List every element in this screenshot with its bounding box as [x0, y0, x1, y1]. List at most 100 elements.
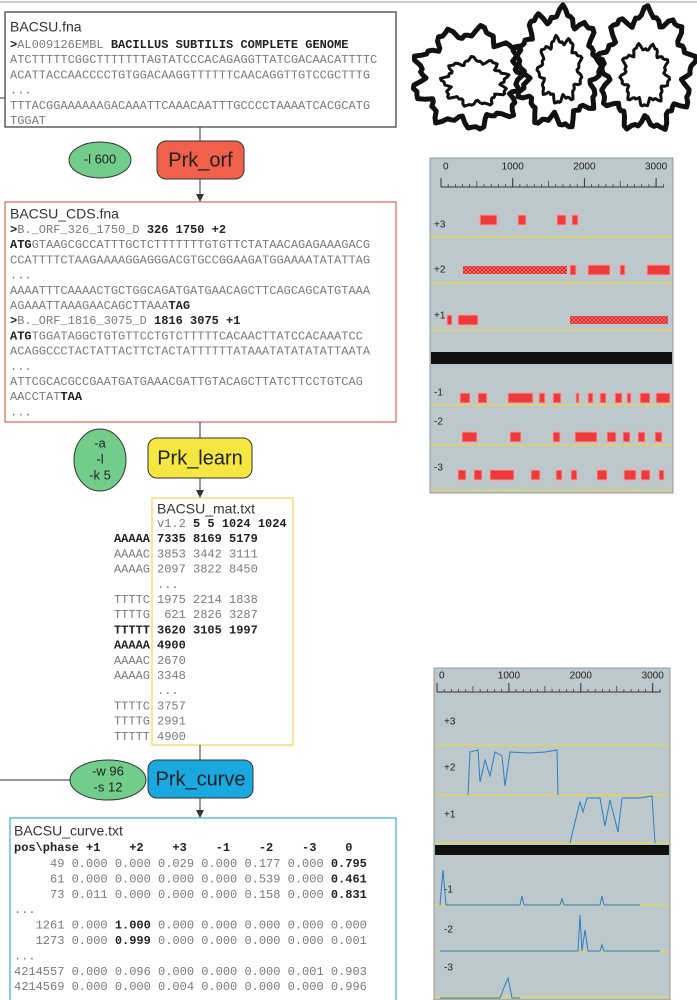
code-line: >B._ORF_1816_3075_D 1816 3075 +1: [10, 314, 240, 328]
text-run: 61 0.000 0.000 0.000 0.000 0.539 0.000: [14, 873, 331, 887]
kmer-key: TTTTG: [114, 715, 150, 729]
orf-mark: [489, 469, 515, 481]
file-title: BACSU_CDS.fna: [10, 206, 119, 222]
text-run: ...: [14, 950, 36, 964]
genome-bar: [435, 845, 669, 855]
frame-label: +1: [444, 810, 456, 821]
text-run: ATCTTTTTCGGCTTTTTTTAGTATCCCACAGAGGTTATCG…: [10, 53, 377, 67]
param: -l 600: [84, 151, 117, 166]
text-run: ...: [14, 903, 36, 917]
ruler-label: 3000: [645, 162, 668, 173]
orf-mark: [570, 469, 578, 481]
kmer-key: TTTTC: [114, 700, 150, 714]
frame-label: +2: [444, 763, 456, 774]
file-box: [9, 817, 397, 1000]
text-run: AAAATTTCAAAACTGCTGGCAGATGATGAACAGCTTCAGC…: [10, 284, 371, 298]
frame-label: -1: [434, 388, 443, 399]
file-title: BACSU_mat.txt: [157, 501, 255, 517]
bold-run: pos\phase +1 +2 +3 -1 -2 -3 0: [14, 841, 352, 855]
orf-mark: [538, 392, 546, 404]
orf-mark: [509, 431, 522, 443]
bold-run: TTTTT: [114, 624, 150, 638]
text-run: AAAAC: [114, 654, 150, 668]
code-line: ...: [10, 269, 32, 283]
frame-label: +1: [434, 311, 446, 322]
text-run: 1261 0.000: [14, 919, 115, 933]
kmer-values: 3757: [157, 700, 186, 714]
bold-run: 0.999: [115, 934, 151, 948]
code-line: AACCTATTAA: [10, 390, 83, 404]
code-line: 61 0.000 0.000 0.000 0.000 0.539 0.000 0…: [14, 873, 367, 887]
kmer-values: 3348: [157, 669, 186, 683]
frame-label: +3: [434, 220, 446, 231]
text-run: TTTTG: [114, 715, 150, 729]
param-oval: [68, 141, 132, 179]
coding-curve: [467, 749, 559, 796]
kmer-values: 7335 8169 5179: [157, 532, 258, 546]
text-run: v1.2: [157, 517, 193, 531]
frame-label: -3: [434, 463, 443, 474]
orf-mark: [446, 314, 453, 326]
code-line: 4214557 0.000 0.096 0.000 0.000 0.000 0.…: [14, 965, 367, 979]
orf-mark: [658, 469, 665, 481]
orf-mark: [619, 264, 626, 276]
program-name: Prk_orf: [168, 149, 233, 171]
text-run: 621 2826 3287: [157, 608, 258, 622]
code-line: ...: [14, 950, 36, 964]
orf-mark: [646, 264, 671, 276]
text-run: ...: [10, 269, 32, 283]
code-line: >AL009126EMBL BACILLUS SUBTILIS COMPLETE…: [10, 38, 348, 52]
orf-mark: [463, 266, 567, 274]
orf-mark: [654, 431, 663, 443]
bold-run: 7335 8169 5179: [157, 532, 258, 546]
text-run: TTTTC: [114, 593, 150, 607]
text-run: 3853 3442 3111: [157, 548, 258, 562]
text-run: ...: [157, 684, 179, 698]
text-run: GTAAGCGCCATTTGCTCTTTTTTTGTGTTCTATAACAGAG…: [32, 238, 370, 252]
chromosome-loop: [439, 55, 511, 108]
text-run: 4214569 0.000 0.000 0.004 0.000 0.000 0.…: [14, 980, 367, 994]
bold-run: 1816 3075 +1: [154, 314, 240, 328]
code-line: TGGAT: [10, 114, 46, 128]
orf-mark: [569, 264, 577, 276]
text-run: 1975 2214 1838: [157, 593, 258, 607]
kmer-key: TTTTG: [114, 608, 150, 622]
file-title: BACSU_curve.txt: [14, 823, 123, 839]
code-line: ATGGTAAGCGCCATTTGCTCTTTTTTTGTGTTCTATAACA…: [10, 238, 370, 252]
text-run: AL009126EMBL: [17, 38, 111, 52]
chromosome-loop: [410, 23, 533, 132]
kmer-values: 3853 3442 3111: [157, 548, 258, 562]
orf-mark: [571, 214, 579, 226]
kmer-key: TTTTT: [114, 624, 150, 638]
bold-run: ATG: [10, 330, 32, 344]
bold-run: AAAAA: [114, 639, 151, 653]
code-line: TTTACGGAAAAAAGACAAATTCAAACAATTTGCCCCTAAA…: [10, 99, 370, 113]
text-run: 3348: [157, 669, 186, 683]
text-run: AAAAG: [114, 669, 150, 683]
text-run: ACAGGCCCTACTATTACTTCTACTATTTTTTATAAATATA…: [10, 345, 371, 359]
orf-mark: [473, 469, 483, 481]
table-header: pos\phase +1 +2 +3 -1 -2 -3 0: [14, 841, 352, 855]
code-line: ATCTTTTTCGGCTTTTTTTAGTATCCCACAGAGGTTATCG…: [10, 53, 377, 67]
bold-run: 5 5 1024 1024: [193, 517, 287, 531]
text-run: 2991: [157, 715, 186, 729]
code-line: ACAGGCCCTACTATTACTTCTACTATTTTTTATAAATATA…: [10, 345, 371, 359]
kmer-values: ...: [157, 578, 179, 592]
orf-mark: [637, 431, 646, 443]
chromosome-image: [410, 2, 697, 132]
param: -k 5: [89, 467, 111, 482]
kmer-key: AAAAC: [114, 548, 150, 562]
orf-mark: [457, 314, 479, 326]
orf-mark: [587, 392, 594, 404]
text-run: ACATTACCAACCCCTGTGGACAAGGTTTTTTCAACAGGTT…: [10, 69, 370, 83]
text-run: TTTACGGAAAAAAGACAAATTCAAACAATTTGCCCCTAAA…: [10, 99, 370, 113]
frame-label: -2: [434, 417, 443, 428]
param: -w 96: [92, 763, 124, 778]
coding-curve: [439, 869, 640, 906]
orf-mark: [570, 316, 668, 324]
text-run: TGGAT: [10, 114, 46, 128]
coding-curve: [569, 795, 656, 844]
orf-mark: [574, 431, 598, 443]
bold-run: TAG: [168, 299, 190, 313]
orf-mark: [623, 469, 637, 481]
